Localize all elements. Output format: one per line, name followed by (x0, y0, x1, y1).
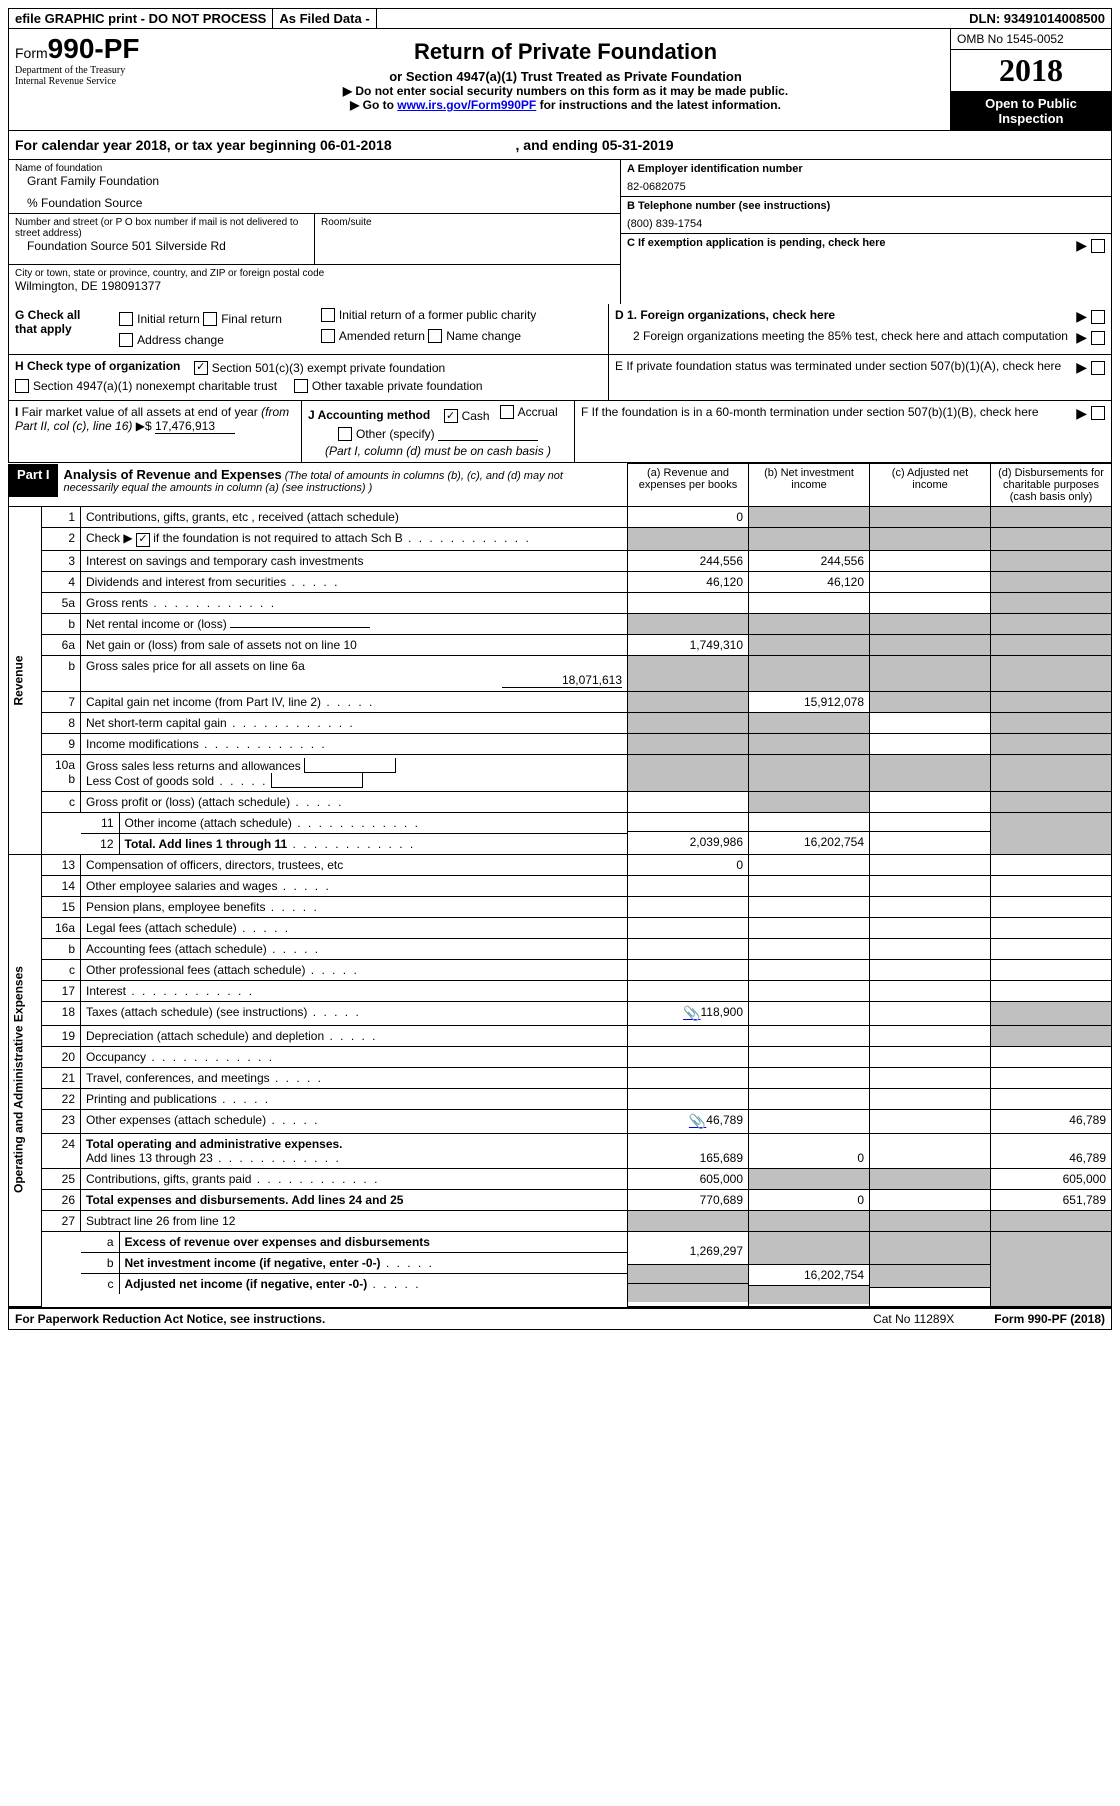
addr-label: Number and street (or P O box number if … (15, 217, 308, 239)
tax-year: 2018 (951, 50, 1111, 92)
city-label: City or town, state or province, country… (15, 268, 614, 279)
d2-checkbox[interactable] (1091, 331, 1105, 345)
cb-namechange[interactable] (428, 329, 442, 343)
f-checkbox[interactable] (1091, 406, 1105, 420)
cb-amended[interactable] (321, 329, 335, 343)
cb-4947[interactable] (15, 379, 29, 393)
omb-number: OMB No 1545-0052 (951, 29, 1111, 50)
e-label: E If private foundation status was termi… (615, 359, 1061, 373)
cb-schb[interactable]: ✓ (136, 533, 150, 547)
phone-value: (800) 839-1754 (627, 218, 1105, 230)
ein-value: 82-0682075 (627, 181, 1105, 193)
fmv-section: I Fair market value of all assets at end… (8, 401, 1112, 464)
c-label: C If exemption application is pending, c… (627, 237, 886, 249)
part1-table: Part I Analysis of Revenue and Expenses … (8, 463, 1112, 1307)
city-value: Wilmington, DE 198091377 (15, 279, 614, 293)
section-g-d: G Check all that apply Initial return Fi… (8, 304, 1112, 355)
dln-label: DLN: 93491014008500 (963, 9, 1111, 28)
cb-other-tax[interactable] (294, 379, 308, 393)
info-section: Name of foundation Grant Family Foundati… (8, 160, 1112, 304)
phone-label: B Telephone number (see instructions) (627, 200, 1105, 212)
cb-cash[interactable]: ✓ (444, 409, 458, 423)
d2-label: 2 Foreign organizations meeting the 85% … (615, 329, 1068, 343)
attach-icon[interactable]: 📎 (683, 1005, 700, 1021)
calendar-year: For calendar year 2018, or tax year begi… (8, 131, 1112, 160)
revenue-sidebar: Revenue (9, 507, 42, 855)
section-h-e: H Check type of organization ✓Section 50… (8, 355, 1112, 401)
cb-address[interactable] (119, 333, 133, 347)
part1-label: Part I (9, 464, 58, 497)
cb-initial-former[interactable] (321, 308, 335, 322)
name-label: Name of foundation (15, 163, 614, 174)
cb-other-method[interactable] (338, 427, 352, 441)
footer-mid: Cat No 11289X (873, 1312, 954, 1326)
col-c-header: (c) Adjusted net income (870, 464, 991, 507)
foundation-name: Grant Family Foundation (15, 174, 614, 188)
cb-501c3[interactable]: ✓ (194, 361, 208, 375)
asfiled-label: As Filed Data - (273, 9, 376, 28)
g-label: G Check all that apply (15, 308, 99, 336)
col-d-header: (d) Disbursements for charitable purpose… (991, 464, 1112, 507)
form-subtitle: or Section 4947(a)(1) Trust Treated as P… (187, 69, 944, 84)
footer-left: For Paperwork Reduction Act Notice, see … (15, 1312, 325, 1326)
footer-right: Form 990-PF (2018) (994, 1312, 1105, 1326)
e-checkbox[interactable] (1091, 361, 1105, 375)
j-label: J Accounting method (308, 408, 430, 422)
expenses-sidebar: Operating and Administrative Expenses (9, 854, 42, 1306)
d1-checkbox[interactable] (1091, 310, 1105, 324)
irs-link[interactable]: www.irs.gov/Form990PF (397, 98, 536, 112)
col-b-header: (b) Net investment income (749, 464, 870, 507)
dept-treasury: Department of the Treasury (15, 65, 175, 76)
col-a-header: (a) Revenue and expenses per books (628, 464, 749, 507)
street-address: Foundation Source 501 Silverside Rd (15, 239, 308, 253)
cb-initial[interactable] (119, 312, 133, 326)
dept-irs: Internal Revenue Service (15, 76, 175, 87)
open-inspection: Open to Public Inspection (951, 92, 1111, 130)
part1-desc: Analysis of Revenue and Expenses (The to… (58, 464, 627, 497)
efile-label: efile GRAPHIC print - DO NOT PROCESS (9, 9, 273, 28)
form-number: Form990-PF (15, 33, 175, 65)
form-note1: ▶ Do not enter social security numbers o… (187, 84, 944, 98)
attach-icon[interactable]: 📎 (689, 1113, 706, 1129)
cb-final[interactable] (203, 312, 217, 326)
form-header: Form990-PF Department of the Treasury In… (8, 29, 1112, 131)
h-label: H Check type of organization (15, 359, 180, 373)
f-label: F If the foundation is in a 60-month ter… (581, 405, 1039, 419)
cash-basis-note: (Part I, column (d) must be on cash basi… (308, 444, 568, 458)
fmv-value: 17,476,913 (155, 419, 235, 434)
room-label: Room/suite (321, 217, 614, 228)
d1-label: D 1. Foreign organizations, check here (615, 308, 835, 322)
top-bar: efile GRAPHIC print - DO NOT PROCESS As … (8, 8, 1112, 29)
form-note2: ▶ Go to www.irs.gov/Form990PF for instru… (187, 98, 944, 112)
cb-accrual[interactable] (500, 405, 514, 419)
form-title: Return of Private Foundation (187, 39, 944, 65)
pct-line: % Foundation Source (15, 196, 614, 210)
c-checkbox[interactable] (1091, 239, 1105, 253)
ein-label: A Employer identification number (627, 163, 1105, 175)
page-footer: For Paperwork Reduction Act Notice, see … (8, 1307, 1112, 1330)
